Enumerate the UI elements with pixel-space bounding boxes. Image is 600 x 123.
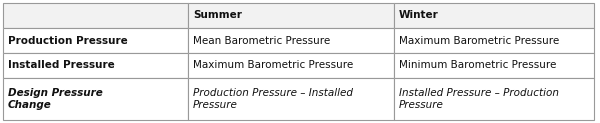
Text: Design Pressure
Change: Design Pressure Change: [8, 88, 103, 110]
Bar: [3, 78, 188, 120]
Text: Installed Pressure – Production
Pressure: Installed Pressure – Production Pressure: [399, 88, 559, 110]
Bar: [3, 53, 188, 78]
Text: Mean Barometric Pressure: Mean Barometric Pressure: [193, 36, 330, 46]
Bar: [394, 53, 594, 78]
Text: Minimum Barometric Pressure: Minimum Barometric Pressure: [399, 61, 556, 70]
Bar: [394, 28, 594, 53]
Bar: [394, 28, 594, 53]
Text: Production Pressure – Installed
Pressure: Production Pressure – Installed Pressure: [193, 88, 353, 110]
Bar: [3, 78, 188, 120]
Bar: [3, 28, 188, 53]
Bar: [188, 28, 394, 53]
Bar: [394, 53, 594, 78]
Bar: [394, 3, 594, 28]
Text: Production Pressure: Production Pressure: [8, 36, 128, 46]
Bar: [3, 53, 188, 78]
Bar: [394, 78, 594, 120]
Text: Maximum Barometric Pressure: Maximum Barometric Pressure: [193, 61, 353, 70]
Bar: [188, 3, 394, 28]
Bar: [394, 3, 594, 28]
Bar: [188, 53, 394, 78]
Text: Winter: Winter: [399, 10, 439, 21]
Bar: [188, 53, 394, 78]
Bar: [3, 3, 188, 28]
Text: Installed Pressure: Installed Pressure: [8, 61, 115, 70]
Bar: [394, 78, 594, 120]
Bar: [188, 28, 394, 53]
Bar: [188, 3, 394, 28]
Text: Summer: Summer: [193, 10, 242, 21]
Bar: [188, 78, 394, 120]
Bar: [188, 78, 394, 120]
Text: Maximum Barometric Pressure: Maximum Barometric Pressure: [399, 36, 559, 46]
Bar: [3, 28, 188, 53]
Bar: [3, 3, 188, 28]
